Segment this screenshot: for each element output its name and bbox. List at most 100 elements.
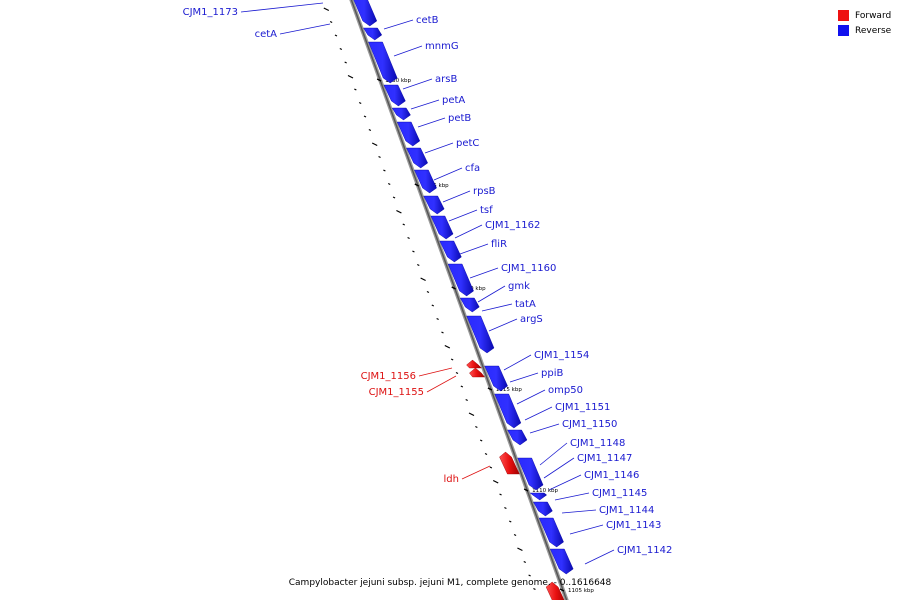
scale-label: 1110 kbp xyxy=(532,488,558,494)
gene-label: omp50 xyxy=(548,385,583,396)
reverse-gene-block xyxy=(414,169,437,194)
reverse-gene-block xyxy=(507,429,528,446)
scale-tick xyxy=(450,358,454,361)
scale-tick xyxy=(441,331,444,334)
legend: Forward Reverse xyxy=(838,8,891,38)
scale-tick xyxy=(371,142,378,147)
gene-label: gmk xyxy=(508,281,530,292)
reverse-gene-block xyxy=(529,492,548,501)
scale-tick xyxy=(523,560,527,564)
scale-tick xyxy=(444,344,451,349)
scale-tick xyxy=(396,209,402,214)
reverse-gene-block xyxy=(391,107,411,121)
gene-label: CJM1_1144 xyxy=(599,505,654,516)
gene-label: CJM1_1145 xyxy=(592,488,647,499)
reverse-gene-block xyxy=(406,147,428,169)
scale-tick xyxy=(499,493,502,496)
reverse-gene-block xyxy=(353,0,378,27)
gene-label: CJM1_1173 xyxy=(183,7,238,18)
scale-tick xyxy=(426,290,430,294)
gene-label: CJM1_1160 xyxy=(501,263,556,274)
gene-leader-line xyxy=(383,19,414,30)
scale-tick xyxy=(392,196,396,199)
scale-tick xyxy=(489,466,493,469)
gene-label: cetA xyxy=(255,29,278,40)
gene-leader-line xyxy=(554,492,590,501)
scale-tick xyxy=(468,412,475,417)
scale-tick xyxy=(533,587,536,591)
gene-leader-line xyxy=(543,457,575,479)
scale-tick xyxy=(508,520,512,523)
gene-leader-line xyxy=(448,209,478,222)
reverse-gene-block xyxy=(459,297,480,313)
reverse-gene-block xyxy=(533,501,553,517)
scale-tick xyxy=(358,101,362,105)
gene-label: rpsB xyxy=(473,186,496,197)
gene-label: CJM1_1150 xyxy=(562,419,617,430)
gene-leader-line xyxy=(424,142,454,154)
map-caption: Campylobacter jejuni subsp. jejuni M1, c… xyxy=(288,578,612,588)
scale-tick xyxy=(387,182,391,186)
scale-tick xyxy=(368,128,372,132)
gene-label: argS xyxy=(520,314,543,325)
scale-major-tick xyxy=(451,286,457,290)
gene-leader-line xyxy=(410,99,440,110)
forward-gene-block xyxy=(469,367,486,378)
gene-label-forward: ldh xyxy=(444,474,459,485)
scale-tick xyxy=(344,61,347,64)
gene-label: mnmG xyxy=(425,41,459,52)
legend-reverse-label: Reverse xyxy=(855,25,892,36)
gene-leader-line xyxy=(469,267,499,279)
scale-label: 1125 kbp xyxy=(423,183,449,189)
gene-leader-line xyxy=(442,190,471,203)
scale-tick xyxy=(347,74,354,79)
scale-tick xyxy=(354,88,357,91)
scale-major-tick xyxy=(559,588,565,592)
scale-tick xyxy=(407,236,410,240)
scale-tick xyxy=(339,47,343,51)
backbone xyxy=(350,0,569,604)
reverse-gene-block xyxy=(494,393,522,429)
gene-leader-line xyxy=(509,372,539,383)
forward-gene-block xyxy=(545,581,567,604)
gene-label: CJM1_1162 xyxy=(485,220,540,231)
scale-tick xyxy=(475,425,478,429)
scale-label: 1130 kbp xyxy=(385,78,411,84)
scale-tick xyxy=(460,385,464,388)
gene-leader-line xyxy=(393,45,423,57)
gene-leader-line xyxy=(539,442,568,466)
scale-tick xyxy=(517,547,523,552)
gene-label: tatA xyxy=(515,299,536,310)
reverse-gene-block xyxy=(423,195,445,215)
scale-tick xyxy=(479,439,483,442)
forward-gene-block xyxy=(499,451,520,475)
gene-leader-line-forward xyxy=(461,465,491,480)
gene-leader-line xyxy=(417,117,446,128)
reverse-gene-block xyxy=(447,263,474,297)
scale-tick xyxy=(484,452,488,456)
gene-label: cetB xyxy=(416,15,439,26)
scale-tick xyxy=(492,479,499,484)
scale-major-tick xyxy=(376,78,382,82)
gene-leader-line xyxy=(524,406,553,421)
gene-leader-line xyxy=(459,243,489,255)
legend-forward: Forward xyxy=(838,8,891,23)
gene-label: CJM1_1154 xyxy=(534,350,589,361)
scale-tick xyxy=(334,34,338,37)
reverse-gene-block xyxy=(430,215,454,240)
gene-label: CJM1_1151 xyxy=(555,402,610,413)
gene-leader-line xyxy=(529,423,560,434)
reverse-gene-block xyxy=(549,548,574,575)
forward-swatch xyxy=(838,10,849,21)
scale-tick xyxy=(455,371,459,375)
reverse-gene-block xyxy=(439,240,462,263)
gene-label: petA xyxy=(442,95,465,106)
gene-label: CJM1_1148 xyxy=(570,438,625,449)
scale-tick xyxy=(420,277,426,282)
scale-tick xyxy=(504,506,507,510)
gene-leader-line xyxy=(402,78,433,90)
scale-label: 1105 kbp xyxy=(568,588,594,594)
scale-tick xyxy=(412,250,415,253)
scale-tick xyxy=(323,7,330,12)
scale-tick xyxy=(431,304,435,307)
